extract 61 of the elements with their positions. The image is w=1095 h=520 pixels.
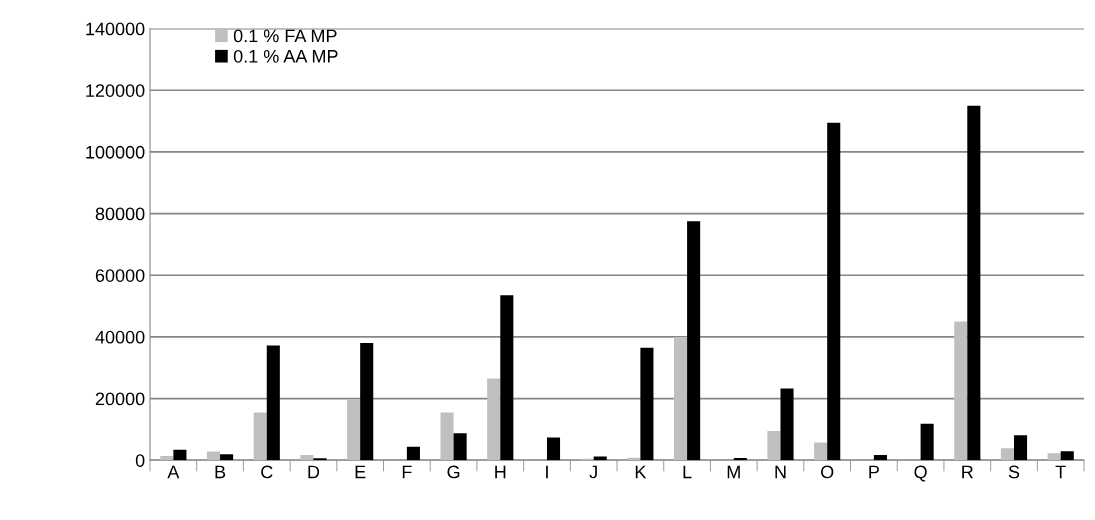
bar	[1060, 451, 1074, 461]
bar	[300, 454, 314, 461]
x-tick-label: N	[775, 465, 786, 479]
x-tick-label: J	[589, 465, 597, 479]
bar	[220, 454, 234, 461]
y-tick-label: 60000	[95, 269, 145, 282]
bar	[674, 336, 688, 461]
y-tick-label: 0	[135, 454, 145, 467]
bar	[814, 442, 828, 461]
x-tick-label: O	[821, 465, 834, 479]
x-tick-label: H	[495, 465, 506, 479]
bar	[920, 423, 934, 461]
bar	[1047, 453, 1061, 461]
bar	[767, 430, 781, 461]
y-tick-label: 40000	[95, 330, 145, 344]
x-tick-label: T	[1055, 465, 1066, 479]
bar	[453, 433, 467, 461]
bar	[360, 343, 374, 461]
x-tick-label: B	[215, 465, 226, 479]
x-tick-label: D	[308, 465, 320, 479]
bar	[347, 400, 361, 461]
bar	[827, 122, 841, 461]
bar	[780, 388, 794, 461]
y-tick-label: 20000	[95, 392, 145, 406]
bar	[640, 347, 654, 461]
x-tick-label: Q	[914, 465, 927, 482]
y-tick-label: 120000	[86, 84, 145, 97]
bar	[406, 446, 420, 461]
y-tick-label: 80000	[95, 207, 145, 221]
x-tick-label: F	[402, 465, 412, 479]
bar	[954, 321, 968, 461]
x-tick-label: C	[261, 465, 273, 479]
bar	[440, 412, 454, 461]
bar	[206, 451, 221, 461]
bar	[160, 455, 174, 461]
legend-label: 0.1 % FA MP	[233, 29, 337, 43]
y-tick-label: 140000	[86, 22, 145, 36]
bar	[253, 412, 267, 461]
x-tick-label: A	[167, 465, 180, 479]
bar	[967, 105, 981, 461]
bar	[687, 221, 701, 461]
x-tick-label: L	[683, 465, 692, 479]
x-tick-label: I	[546, 465, 548, 479]
bar	[1014, 435, 1028, 461]
bar	[487, 378, 501, 461]
x-tick-label: E	[355, 465, 366, 479]
x-tick-label: S	[1008, 465, 1020, 479]
bar	[546, 437, 561, 461]
y-tick-label: 100000	[86, 145, 145, 159]
x-tick-label: M	[727, 465, 740, 479]
x-tick-label: R	[962, 465, 973, 479]
bar	[313, 458, 327, 461]
bar	[873, 454, 887, 461]
bar	[173, 449, 187, 461]
legend-label: 0.1 % AA MP	[233, 49, 338, 63]
x-tick-label: K	[635, 465, 647, 479]
bar	[266, 345, 280, 461]
x-tick-label: P	[869, 465, 879, 479]
bar	[1000, 448, 1014, 461]
bar	[500, 295, 514, 461]
x-tick-label: G	[447, 465, 460, 479]
